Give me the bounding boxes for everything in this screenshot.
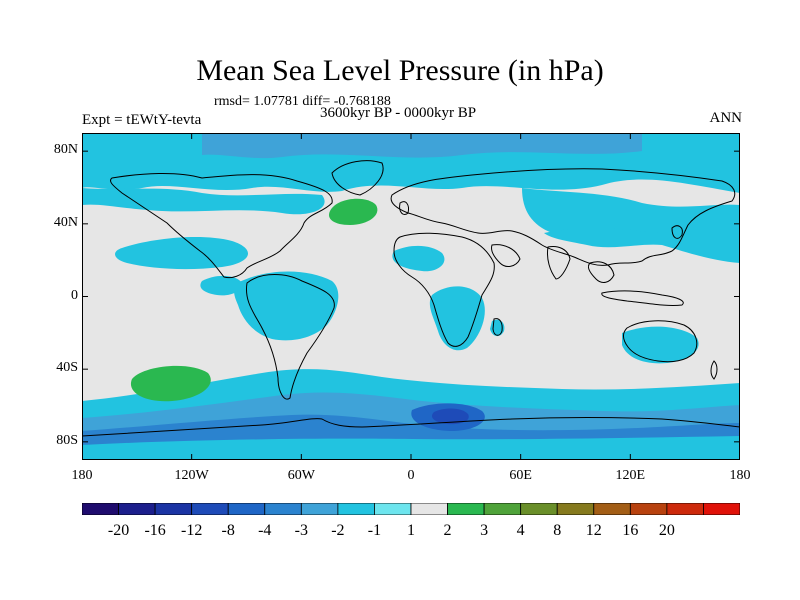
field-region-camerica [200,275,243,296]
colorbar-swatch [703,503,740,515]
x-tick-label: 60W [287,468,315,483]
coast-arabia [491,244,521,267]
colorbar-label: -4 [258,522,272,539]
colorbar-swatch [118,503,156,515]
colorbar-swatch [191,503,229,515]
colorbar-label: 20 [658,522,675,539]
coast-north-america [109,173,333,279]
field-region-pacific-sub [115,237,249,270]
coast-antarctica [82,417,740,437]
coast-south-america [245,274,335,400]
field-region-australia [622,326,699,364]
colorbar [82,503,740,515]
field-region-samerica [234,271,339,341]
coast-se-asia [587,261,615,283]
colorbar-label: 12 [585,522,602,539]
coast-greenland [331,160,384,196]
colorbar-label: -2 [331,522,345,539]
field-region-antarctica [82,436,740,460]
stats-text: rmsd= 1.07781 diff= -0.768188 [214,94,391,109]
coast-eurasia [390,168,736,266]
colorbar-swatch [264,503,302,515]
y-tick-label: 80S [56,432,78,448]
x-tick-label: 120W [174,468,209,483]
colorbar-label: -1 [367,522,382,539]
colorbar-label: -12 [180,522,203,539]
colorbar-swatch [154,503,193,515]
colorbar-swatch [374,503,412,515]
colorbar-swatch [556,503,595,515]
colorbar-swatch [300,503,339,515]
coast-indonesia [601,290,684,306]
coast-uk [399,201,409,216]
x-tick-label: 180 [71,468,93,483]
y-tick-label: 40N [53,214,78,230]
coast-madagascar [492,318,503,336]
coast-india [547,246,571,280]
map-panel [82,133,740,460]
colorbar-label: -3 [294,522,308,539]
field-region-arctic-inner [202,133,642,159]
colorbar-label: -20 [107,522,130,539]
experiment-label: Expt = tEWtY-tevta [82,112,202,128]
field-region-atlantic-high [328,198,378,225]
colorbar-swatch [666,503,704,515]
coast-australia [622,320,698,363]
colorbar-label: -16 [144,522,166,539]
x-tick-label: 120E [615,468,646,483]
coast-africa [393,232,495,347]
colorbar-swatch [227,503,266,515]
coastlines [82,160,740,437]
season-label: ANN [709,110,743,126]
field-region-spacific-high [130,365,211,402]
y-tick-label: 80N [53,142,78,158]
colorbar-label: 16 [622,522,639,539]
colorbar-swatch [82,503,119,515]
colorbar-label: 4 [516,522,525,539]
colorbar-swatch [337,503,375,515]
colorbar-label: 8 [553,522,562,539]
colorbar-label: 2 [443,522,452,539]
colorbar-swatch [483,503,522,515]
x-tick-label: 60E [509,468,532,483]
y-tick-label: 0 [71,287,78,303]
x-tick-label: 0 [407,468,415,483]
colorbar-label: 1 [407,522,415,539]
colorbar-swatch [447,503,485,515]
map-title: Mean Sea Level Pressure (in hPa) [196,54,604,87]
coast-new-zealand [710,360,718,380]
colorbar-swatch [410,503,448,515]
field-region-npacific [82,188,325,215]
field-region-deepest-low [431,408,469,425]
colorbar-swatch [593,503,631,515]
field-region-nafrica [392,245,445,272]
colorbar-swatch [520,503,558,515]
x-tick-label: 180 [729,468,751,483]
coast-japan [671,225,683,239]
colorbar-label: -8 [221,522,235,539]
period-label: 3600kyr BP - 0000kyr BP [320,105,477,121]
field-region-indian [544,223,740,263]
colorbar-label: 3 [480,522,489,539]
axis-ticks [82,133,740,460]
colorbar-swatch [629,503,668,515]
y-tick-label: 40S [56,360,78,376]
